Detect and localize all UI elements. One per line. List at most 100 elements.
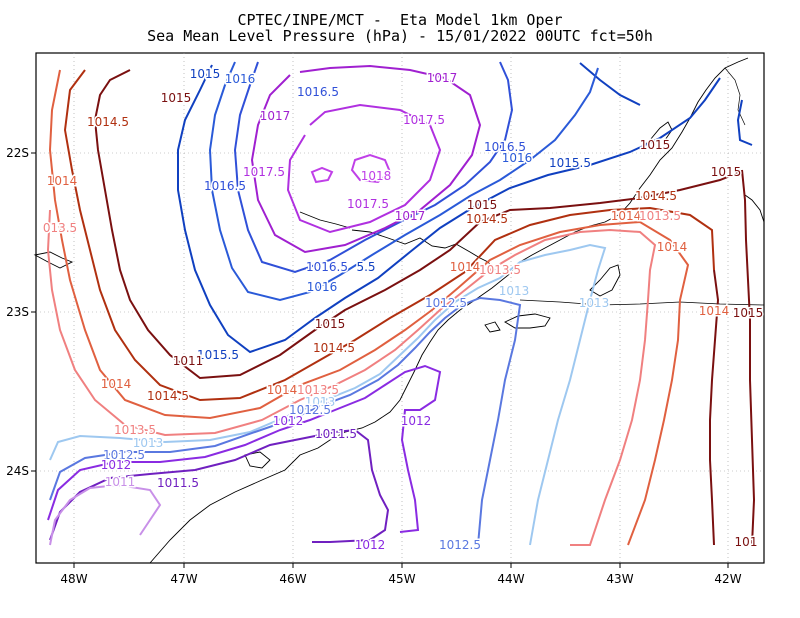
isobar-label: 1016.5 [204,179,246,193]
isobar-1018-b [350,153,392,184]
lon-tick-label: 48W [60,572,87,586]
isobar-label: 1016 [307,280,338,294]
isobar-label: 1017 [260,109,291,123]
isobar-label: 1017 [395,209,426,223]
isobar-label: 1014 [47,174,78,188]
axis-ticks: 48W 47W 46W 45W 44W 43W 42W 22S 23S 24S [6,146,742,586]
state-border [519,299,765,306]
isobar-label: 1016.5 [297,85,339,99]
isobar-label: 1015 [467,198,498,212]
isobar-1018-a [310,166,334,184]
isobar-label: 1015 [161,91,192,105]
lon-tick-label: 47W [170,572,197,586]
lon-tick-label: 45W [388,572,415,586]
map-frame [35,52,765,564]
island-left [33,251,74,269]
isobar-label: 1016 [225,72,256,86]
isobar-label: 1014 [699,304,730,318]
river-line [724,67,746,126]
isobar-label: 1014 [267,383,298,397]
isobar-label: 1013.5 [297,383,339,397]
isobars [46,61,756,546]
isobar-label: 1017 [427,71,458,85]
isobar-label: 1018 [361,169,392,183]
isobar-1017 [250,64,482,254]
title-line-2: Sea Mean Level Pressure (hPa) - 15/01/20… [147,27,653,45]
isobar-label: 013.5 [43,221,77,235]
isobar-label: 1014 [657,240,688,254]
isobar-label: 1015 [640,138,671,152]
lon-tick-label: 43W [606,572,633,586]
isobar-label: 1015.5 [549,156,591,170]
lon-tick-label: 42W [714,572,741,586]
lon-tick-label: 46W [279,572,306,586]
island-santos [244,451,271,469]
isobar-label: 1012 [101,458,132,472]
isobar-label: 1013.5 [479,263,521,277]
isobar-label: 1015 [711,165,742,179]
isobar-label: 1014.5 [313,341,355,355]
isobar-1016-5 [233,61,514,274]
isobar-label: 1012.5 [103,448,145,462]
isobar-label: 1013.5 [114,423,156,437]
isobar-label: 1013 [579,296,610,310]
isobar-label: 1015 [190,67,221,81]
chart-title: CPTEC/INPE/MCT - Eta Model 1km Oper Sea … [0,12,800,44]
isobar-1012-5 [49,296,522,546]
isobar-1015-east [709,269,720,546]
isobar-label: 1014.5 [635,189,677,203]
isobar-1015-west [93,69,741,380]
coastline [33,57,765,564]
island-grande [504,313,551,329]
isobar-label: 1014.5 [466,212,508,226]
isobar-label: 1013 [133,436,164,450]
lat-tick-label: 24S [6,464,29,478]
isobar-1014 [48,69,690,546]
isobar-label: 1014 [611,209,642,223]
isobar-label: 101 [735,535,758,549]
isobar-label: 1017.5 [243,165,285,179]
isobar-1017-5 [286,103,442,234]
isobar-label: 1017.5 [403,113,445,127]
isobar-1015-5 [177,64,721,354]
coastline-bay [351,229,496,271]
isobar-label: 1011.5 [315,427,357,441]
isobar-label: 1015.5 [197,348,239,362]
coastline-main [149,57,749,564]
isobar-label: 1012 [273,414,304,428]
isobar-label: 1011.5 [157,476,199,490]
coastline-lakes [744,194,765,223]
isobar-label: 1015 [733,306,764,320]
isobar-label: 1014 [101,377,132,391]
isobar-label: 1016.5 [306,260,348,274]
isobar-label: 1014 [450,260,481,274]
isobar-label: 1013 [305,395,336,409]
lat-tick-label: 23S [6,305,29,319]
isobar-1016 [208,61,599,302]
isobar-1015-5-right [736,99,753,146]
isobar-label: 1012 [355,538,386,552]
isobar-label: 1012.5 [439,538,481,552]
isobar-label: 1013 [499,284,530,298]
isobar-label: 1011 [173,354,204,368]
island-sebastiao [589,264,621,297]
isobar-label: 1012.5 [425,296,467,310]
isobar-1011 [49,483,162,546]
isobar-1014-5 [63,69,715,402]
isobar-1013-5 [46,209,657,546]
isobar-label: 1014.5 [87,115,129,129]
isobar-label: 1012 [401,414,432,428]
isobar-label: 1013.5 [639,209,681,223]
isobar-1012 [47,364,442,533]
coastline-lagoon [299,211,351,229]
isobar-1015-5-north [579,62,641,106]
isobar-label: 1015 [315,317,346,331]
lat-tick-label: 22S [6,146,29,160]
isobar-label: 1014.5 [147,389,189,403]
graticule [36,53,764,563]
isobar-label: 1017.5 [347,197,389,211]
isobar-label: 5.5 [356,260,375,274]
title-line-1: CPTEC/INPE/MCT - Eta Model 1km Oper [237,11,563,29]
isobar-label: 1016 [502,151,533,165]
